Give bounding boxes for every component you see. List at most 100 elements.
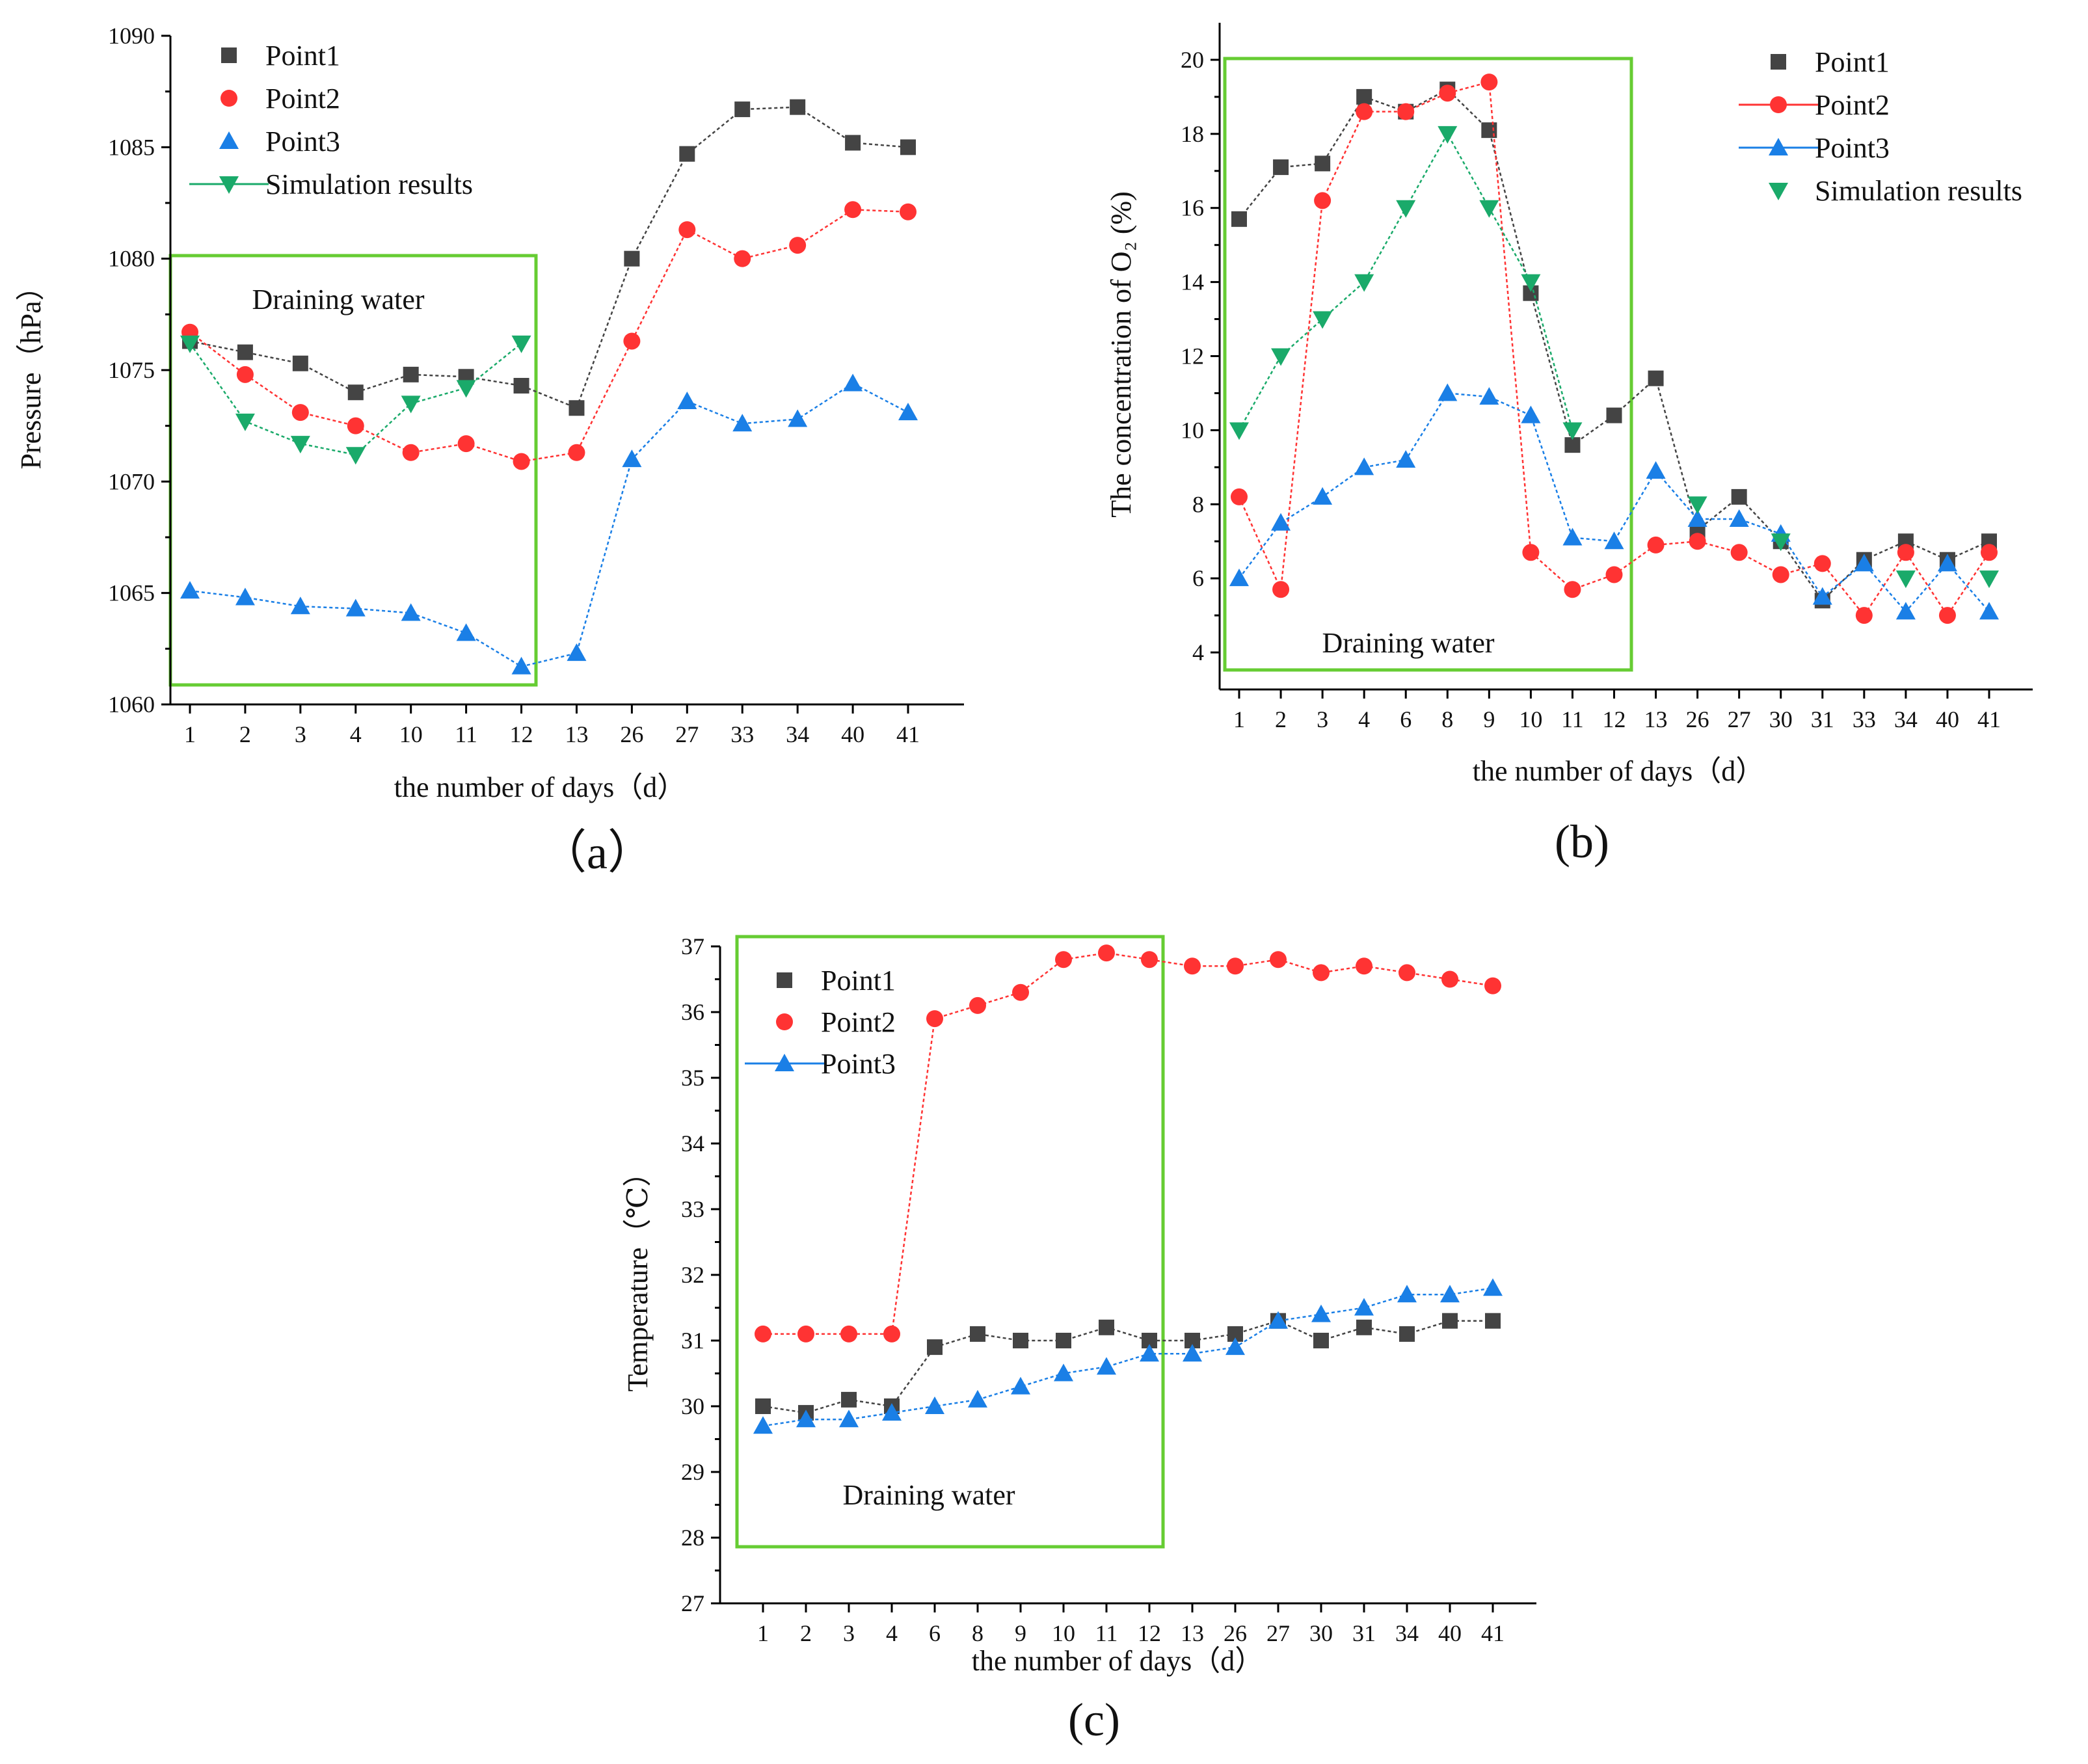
data-point-point1 (1442, 1313, 1458, 1329)
x-tick-label: 1 (757, 1620, 769, 1646)
data-point-simulation-results (1562, 422, 1583, 440)
data-point-point2 (1356, 103, 1373, 120)
y-tick-label: 1070 (108, 468, 155, 494)
data-point-point3 (1521, 405, 1541, 423)
y-tick-label: 35 (681, 1065, 704, 1091)
data-point-point3 (1812, 587, 1832, 605)
y-tick-label: 27 (681, 1590, 704, 1616)
data-point-simulation-results (235, 413, 255, 431)
legend-label-point1: Point1 (821, 965, 896, 996)
x-tick-label: 10 (1052, 1620, 1075, 1646)
legend: Point1 Point2 Point3 Simulation results (189, 40, 473, 200)
y-tick-label: 36 (681, 999, 704, 1025)
data-point-point3 (1646, 461, 1666, 479)
data-point-point2 (1605, 566, 1623, 583)
data-point-point3 (968, 1389, 987, 1408)
data-point-point3 (788, 409, 808, 427)
data-point-point3 (1687, 509, 1707, 528)
y-tick-label: 14 (1181, 269, 1204, 295)
panel-caption: （a） (540, 827, 654, 879)
x-tick-label: 4 (886, 1620, 898, 1646)
data-point-point2 (1397, 103, 1415, 120)
data-point-point3 (1054, 1363, 1073, 1382)
y-tick-label: 20 (1181, 47, 1204, 73)
data-point-point2 (1055, 951, 1072, 969)
data-point-point2 (1772, 566, 1789, 583)
legend-label-point2: Point2 (265, 83, 340, 114)
data-point-simulation-results (1979, 570, 1999, 589)
data-point-point2 (1564, 581, 1581, 598)
series-line-point1 (189, 106, 909, 409)
data-point-simulation-results (1271, 348, 1291, 366)
series-line-simulation-results (1238, 132, 1573, 431)
x-tick-label: 40 (841, 721, 864, 747)
x-axis-label: the number of days（d） (394, 771, 686, 803)
x-tick-label: 2 (800, 1620, 812, 1646)
x-tick-label: 8 (972, 1620, 984, 1646)
x-tick-label: 30 (1769, 706, 1793, 732)
y-tick-label: 30 (681, 1393, 704, 1419)
x-tick-label: 12 (1603, 706, 1626, 732)
data-point-point1 (734, 101, 751, 118)
data-point-point2 (1730, 544, 1748, 561)
data-point-point2 (1314, 192, 1332, 209)
x-axis-label: the number of days（d） (972, 1645, 1263, 1677)
data-point-point2 (1399, 964, 1415, 982)
data-point-point1 (845, 135, 861, 151)
data-point-point3 (753, 1416, 773, 1434)
data-point-point2 (840, 1325, 857, 1343)
x-tick-label: 26 (620, 721, 643, 747)
data-point-point3 (1604, 531, 1624, 550)
data-point-point3 (839, 1410, 859, 1428)
data-point-point1 (1313, 1333, 1329, 1348)
legend-marker-point1 (221, 47, 237, 63)
data-point-point1 (1056, 1333, 1071, 1348)
data-point-point2 (1814, 555, 1831, 572)
data-point-point3 (1311, 1304, 1331, 1322)
data-point-point1 (403, 366, 419, 382)
data-point-point2 (457, 435, 475, 453)
data-point-point2 (844, 201, 862, 219)
data-point-point2 (1689, 533, 1706, 550)
legend-label-point1: Point1 (1815, 46, 1890, 78)
data-point-point3 (1011, 1376, 1030, 1395)
y-tick-label: 28 (681, 1525, 704, 1551)
data-point-point2 (1184, 957, 1201, 975)
y-tick-label: 16 (1181, 195, 1204, 221)
data-point-point3 (235, 587, 255, 606)
legend: Point1 Point2 Point3 Simulation results (1739, 46, 2022, 207)
data-point-point2 (1356, 957, 1372, 975)
data-point-simulation-results (1521, 274, 1541, 292)
x-tick-label: 41 (1481, 1620, 1505, 1646)
x-tick-label: 12 (510, 721, 533, 747)
legend-marker-point2 (776, 1013, 793, 1030)
data-point-point1 (569, 400, 585, 416)
data-point-simulation-results (1771, 533, 1791, 552)
legend-marker-point3 (219, 131, 239, 149)
y-axis-label: Pressure（hPa） (15, 272, 47, 469)
data-point-point2 (291, 404, 309, 421)
data-point-point3 (1397, 1285, 1417, 1303)
data-point-simulation-results (401, 395, 421, 414)
data-point-point2 (1981, 544, 1998, 561)
data-point-point2 (926, 1010, 943, 1028)
x-tick-label: 27 (675, 721, 699, 747)
data-point-point1 (513, 377, 529, 394)
legend-marker-simulation-results (1769, 183, 1788, 200)
data-point-point2 (1647, 536, 1665, 554)
x-tick-label: 41 (1977, 706, 2001, 732)
series-point3 (180, 373, 918, 675)
data-point-point3 (1979, 602, 1999, 620)
y-axis-label: The concentration of O₂ (%) (1105, 191, 1137, 518)
data-point-point2 (797, 1325, 814, 1343)
y-tick-label: 8 (1192, 491, 1204, 517)
data-point-point3 (843, 373, 863, 392)
series-point2 (755, 944, 1501, 1343)
x-tick-label: 11 (455, 721, 477, 747)
data-point-point1 (1606, 407, 1622, 423)
y-tick-label: 34 (681, 1130, 704, 1156)
data-point-point2 (1441, 970, 1458, 988)
data-point-point1 (1231, 211, 1247, 227)
series-point3 (753, 1278, 1503, 1434)
data-point-point1 (900, 139, 916, 155)
